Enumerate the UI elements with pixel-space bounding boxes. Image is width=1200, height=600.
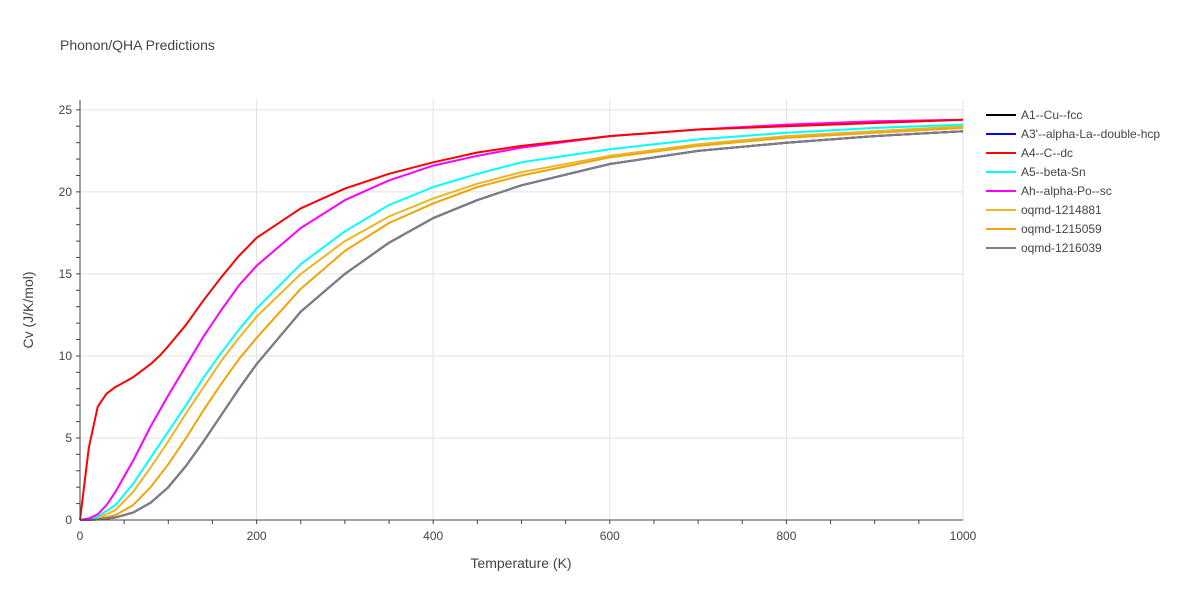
y-tick-label: 20 [59, 185, 73, 199]
gridlines [80, 100, 964, 520]
x-ticks: 0 200 400 600 800 1000 [77, 529, 977, 543]
series-line [79, 130, 964, 521]
y-tick-label: 10 [59, 349, 73, 363]
y-tick-label: 5 [65, 431, 72, 445]
legend-label: A4--C--dc [1021, 146, 1073, 160]
y-tick-label: 0 [65, 513, 72, 527]
x-axis-title: Temperature (K) [470, 555, 571, 571]
y-tick-label: 25 [59, 103, 73, 117]
series-line [79, 125, 964, 521]
legend-label: oqmd-1214881 [1021, 203, 1102, 217]
y-axis-title: Cv (J/K/mol) [20, 272, 36, 349]
legend-item[interactable]: A1--Cu--fcc [986, 108, 1082, 122]
y-tick-label: 15 [59, 267, 73, 281]
legend-label: A1--Cu--fcc [1021, 108, 1082, 122]
x-tick-label: 400 [423, 529, 443, 543]
legend-item[interactable]: oqmd-1216039 [986, 241, 1102, 255]
legend: A1--Cu--fcc A3'--alpha-La--double-hcp A4--… [986, 108, 1160, 255]
legend-item[interactable]: oqmd-1215059 [986, 222, 1102, 236]
legend-label: oqmd-1216039 [1021, 241, 1102, 255]
chart-title: Phonon/QHA Predictions [60, 37, 215, 53]
x-tick-label: 800 [776, 529, 796, 543]
axes [76, 100, 963, 524]
series-line [79, 123, 964, 521]
legend-label: Ah--alpha-Po--sc [1021, 184, 1112, 198]
series-line [79, 118, 964, 521]
legend-item[interactable]: A3'--alpha-La--double-hcp [986, 127, 1160, 141]
legend-label: oqmd-1215059 [1021, 222, 1102, 236]
legend-item[interactable]: A5--beta-Sn [986, 165, 1086, 179]
x-tick-label: 600 [600, 529, 620, 543]
plot-area [79, 118, 964, 521]
x-tick-label: 1000 [950, 529, 977, 543]
series-line [79, 130, 964, 521]
series-line [79, 118, 964, 521]
x-tick-label: 0 [77, 529, 84, 543]
x-tick-label: 200 [247, 529, 267, 543]
legend-item[interactable]: Ah--alpha-Po--sc [986, 184, 1112, 198]
series-line [79, 130, 964, 521]
legend-item[interactable]: oqmd-1214881 [986, 203, 1102, 217]
series-line [79, 126, 964, 521]
legend-label: A3'--alpha-La--double-hcp [1021, 127, 1160, 141]
y-ticks: 0 5 10 15 20 25 [59, 103, 73, 527]
legend-label: A5--beta-Sn [1021, 165, 1086, 179]
legend-item[interactable]: A4--C--dc [986, 146, 1073, 160]
